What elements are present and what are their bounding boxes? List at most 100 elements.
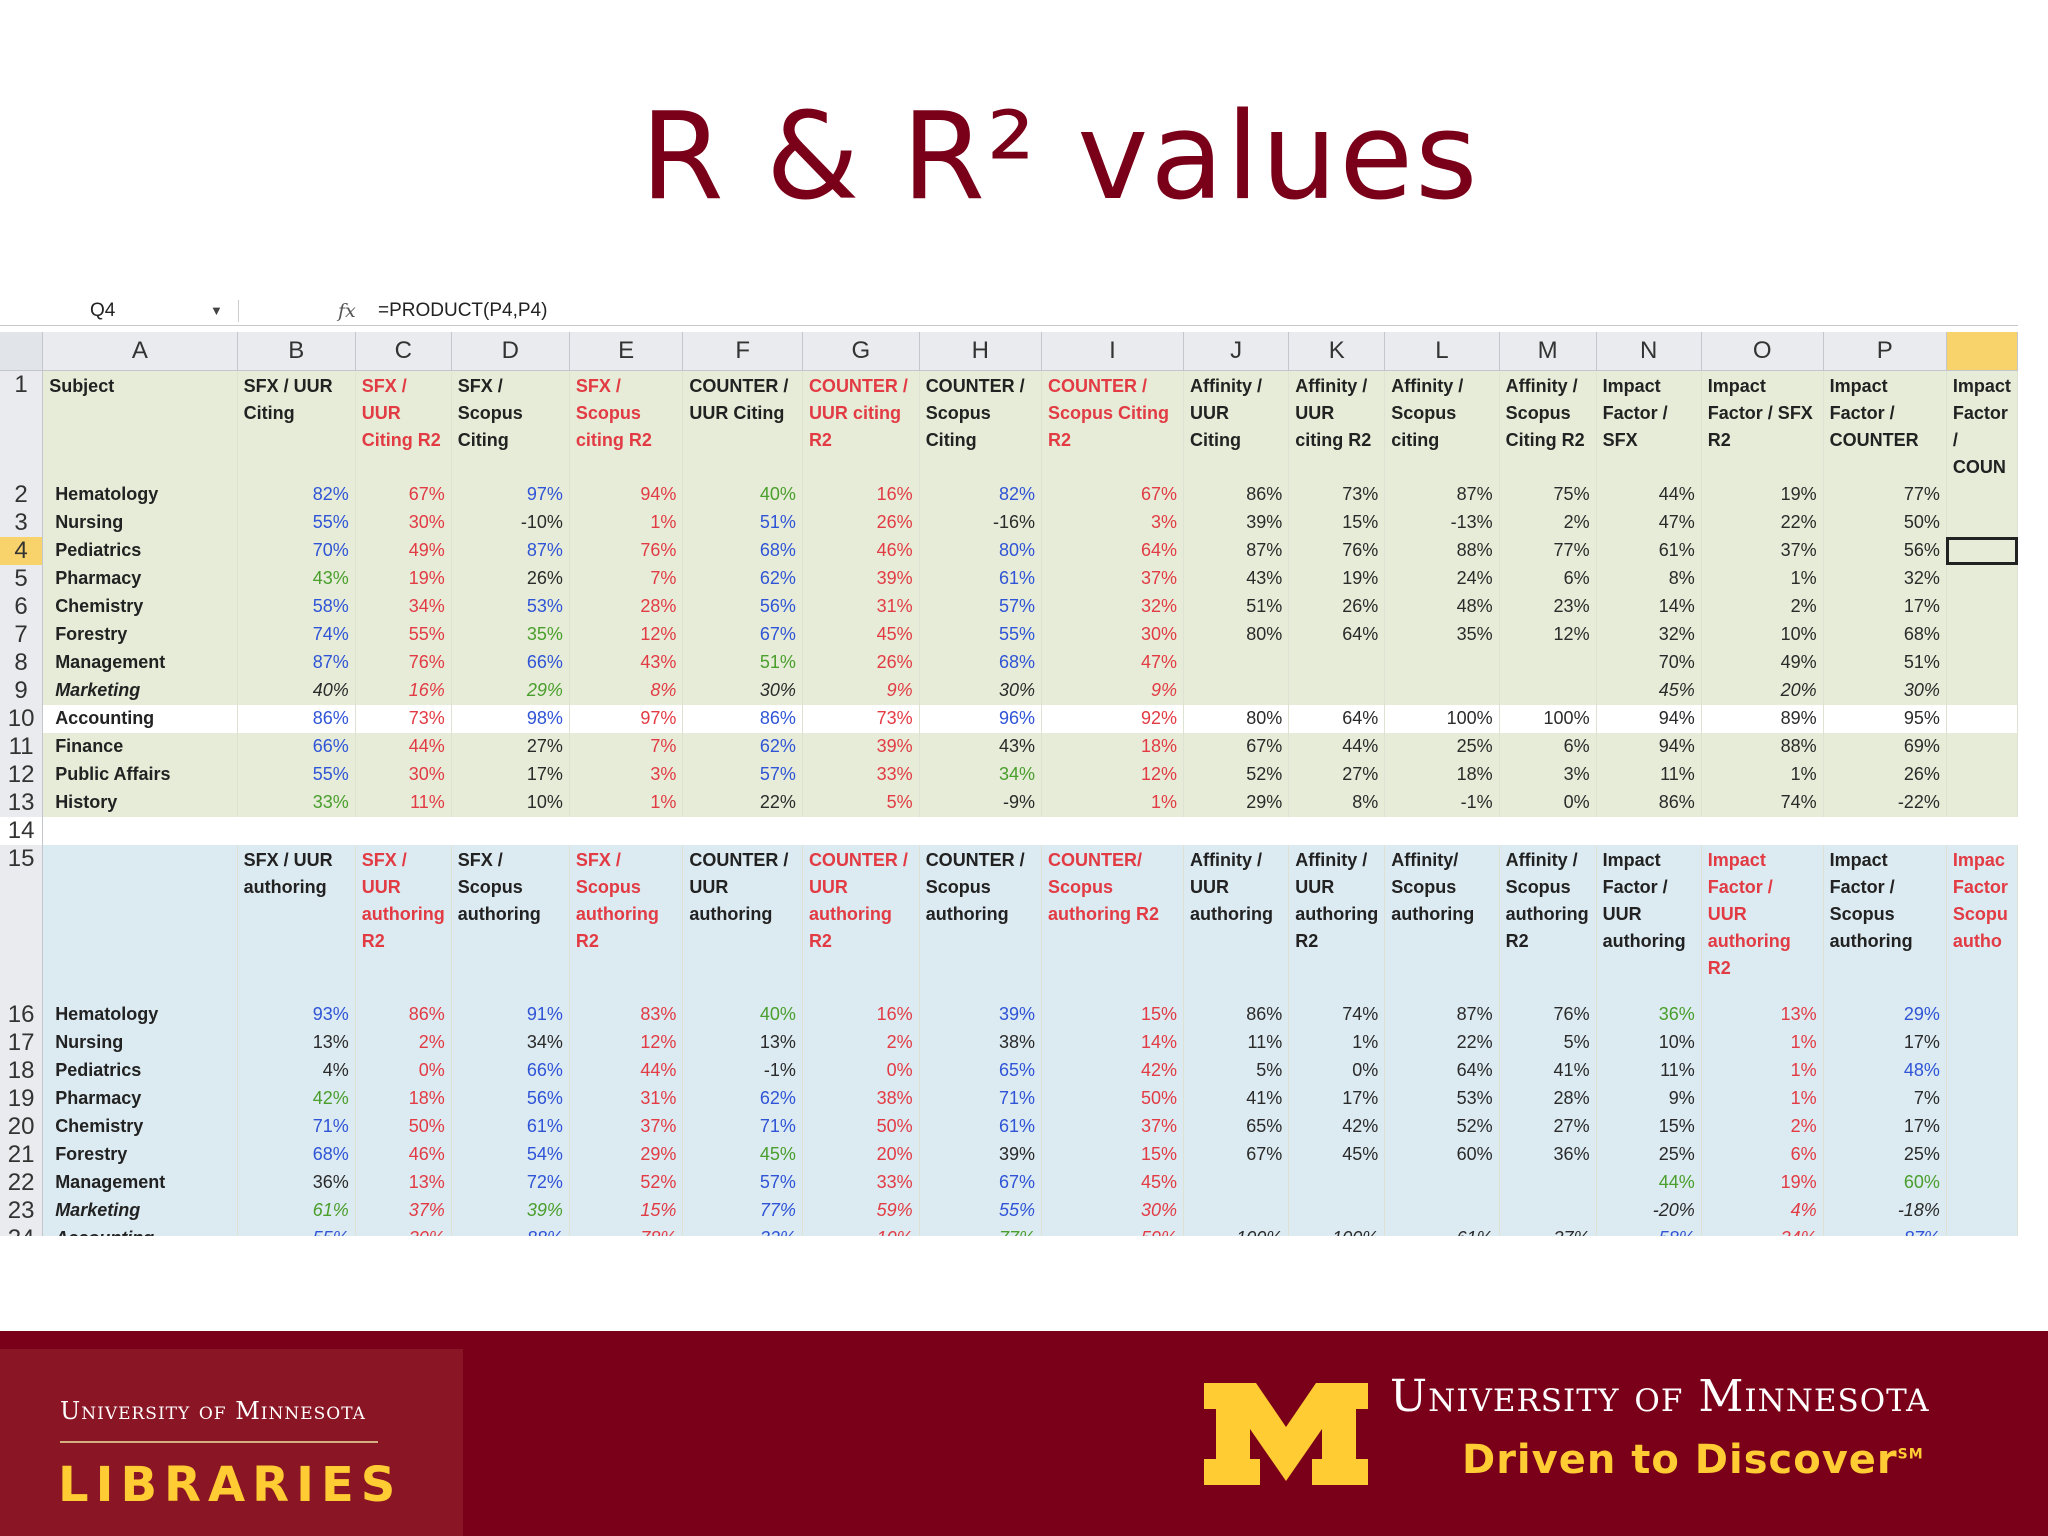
value-cell[interactable]: 30%	[1823, 676, 1947, 705]
subject-cell[interactable]: Accounting	[42, 1224, 238, 1236]
value-cell[interactable]: 0%	[1288, 1056, 1386, 1085]
column-heading-cell[interactable]: SFX / Scopus authoring R2	[569, 844, 684, 1001]
value-cell[interactable]: 28%	[569, 592, 684, 621]
value-cell[interactable]: 92%	[1041, 704, 1185, 733]
empty-cell[interactable]	[1823, 816, 1947, 845]
column-heading-cell[interactable]: Impac Factor Scopu autho	[1946, 844, 2018, 1001]
value-cell[interactable]: 91%	[451, 1000, 570, 1029]
value-cell[interactable]: 0%	[1499, 788, 1597, 817]
value-cell[interactable]: 1%	[1288, 1028, 1386, 1057]
value-cell[interactable]	[1384, 648, 1500, 677]
value-cell[interactable]: 37%	[1041, 564, 1185, 593]
name-box[interactable]: Q4	[90, 300, 116, 321]
row-number[interactable]: 8	[0, 648, 44, 677]
empty-cell[interactable]	[1288, 816, 1385, 845]
row-number[interactable]: 2	[0, 480, 44, 509]
value-cell[interactable]: 20%	[802, 1140, 920, 1169]
value-cell[interactable]: 47%	[1041, 648, 1185, 677]
value-cell[interactable]: 13%	[1701, 1000, 1824, 1029]
value-cell[interactable]	[1384, 676, 1500, 705]
value-cell[interactable]: 89%	[1701, 704, 1824, 733]
empty-cell[interactable]	[1701, 816, 1824, 845]
value-cell[interactable]: 11%	[355, 788, 452, 817]
value-cell[interactable]: 10%	[802, 1224, 920, 1236]
row-number[interactable]: 21	[0, 1140, 44, 1169]
column-heading-cell[interactable]: Impact Factor / Scopus authoring	[1823, 844, 1947, 1001]
value-cell[interactable]: 50%	[355, 1112, 452, 1141]
value-cell[interactable]: 1%	[569, 788, 684, 817]
value-cell[interactable]: 15%	[1041, 1000, 1185, 1029]
value-cell[interactable]: 42%	[237, 1084, 356, 1113]
value-cell[interactable]: 46%	[802, 536, 920, 565]
value-cell[interactable]: 20%	[1701, 676, 1824, 705]
row-number[interactable]: 14	[0, 816, 44, 845]
subject-cell[interactable]: Chemistry	[42, 592, 238, 621]
value-cell[interactable]: 66%	[237, 732, 356, 761]
value-cell[interactable]: 87%	[1183, 536, 1290, 565]
value-cell[interactable]: 53%	[1384, 1084, 1500, 1113]
value-cell[interactable]: 39%	[919, 1140, 1042, 1169]
value-cell[interactable]: 27%	[1288, 760, 1386, 789]
column-heading-cell[interactable]: SFX / Scopus citing R2	[569, 370, 684, 481]
value-cell[interactable]: 47%	[1596, 508, 1702, 537]
value-cell[interactable]: 9%	[1596, 1084, 1702, 1113]
value-cell[interactable]: -20%	[1596, 1196, 1702, 1225]
value-cell[interactable]: 64%	[1041, 536, 1185, 565]
value-cell[interactable]: 88%	[1701, 732, 1824, 761]
value-cell[interactable]: 1%	[1701, 1028, 1824, 1057]
value-cell[interactable]: 16%	[802, 480, 920, 509]
value-cell[interactable]: 6%	[1499, 732, 1597, 761]
value-cell[interactable]: -10%	[451, 508, 570, 537]
column-heading-cell[interactable]: SFX / Scopus authoring	[451, 844, 570, 1001]
value-cell[interactable]: 72%	[451, 1168, 570, 1197]
value-cell[interactable]: 48%	[1384, 592, 1500, 621]
chevron-down-icon[interactable]: ▼	[210, 303, 223, 318]
value-cell[interactable]: 98%	[451, 704, 570, 733]
value-cell[interactable]: 17%	[451, 760, 570, 789]
empty-cell[interactable]	[1946, 1168, 2018, 1197]
value-cell[interactable]: 36%	[1499, 1140, 1597, 1169]
value-cell[interactable]: 17%	[1823, 1112, 1947, 1141]
value-cell[interactable]: 17%	[1823, 1028, 1947, 1057]
value-cell[interactable]: 45%	[1041, 1168, 1185, 1197]
value-cell[interactable]: 62%	[682, 732, 803, 761]
value-cell[interactable]: 96%	[919, 704, 1042, 733]
value-cell[interactable]: 74%	[1288, 1000, 1386, 1029]
column-heading-cell[interactable]: Impact Factor / SFX	[1596, 370, 1702, 481]
empty-cell[interactable]	[1946, 648, 2018, 677]
value-cell[interactable]: 69%	[1823, 732, 1947, 761]
value-cell[interactable]: 44%	[569, 1056, 684, 1085]
value-cell[interactable]: 57%	[682, 760, 803, 789]
value-cell[interactable]: 86%	[237, 704, 356, 733]
value-cell[interactable]: 53%	[451, 592, 570, 621]
row-number[interactable]: 3	[0, 508, 44, 537]
value-cell[interactable]: 39%	[451, 1196, 570, 1225]
value-cell[interactable]: 24%	[1384, 564, 1500, 593]
value-cell[interactable]: 39%	[919, 1000, 1042, 1029]
column-header[interactable]: C	[355, 332, 452, 371]
value-cell[interactable]: 76%	[1288, 536, 1386, 565]
value-cell[interactable]: 39%	[802, 732, 920, 761]
empty-cell[interactable]	[1946, 508, 2018, 537]
column-header[interactable]: M	[1499, 332, 1597, 371]
empty-cell[interactable]	[1499, 816, 1597, 845]
value-cell[interactable]: 43%	[919, 732, 1042, 761]
column-heading-cell[interactable]	[42, 844, 238, 1001]
row-number[interactable]: 11	[0, 732, 44, 761]
value-cell[interactable]: 36%	[1596, 1000, 1702, 1029]
value-cell[interactable]: -1%	[1384, 788, 1500, 817]
empty-cell[interactable]	[1946, 564, 2018, 593]
row-number[interactable]: 16	[0, 1000, 44, 1029]
value-cell[interactable]: 65%	[919, 1056, 1042, 1085]
value-cell[interactable]: 88%	[1384, 536, 1500, 565]
value-cell[interactable]: 60%	[1823, 1168, 1947, 1197]
value-cell[interactable]: 33%	[802, 1168, 920, 1197]
value-cell[interactable]: 40%	[682, 480, 803, 509]
row-number[interactable]: 23	[0, 1196, 44, 1225]
value-cell[interactable]: 37%	[1041, 1112, 1185, 1141]
value-cell[interactable]: 58%	[237, 592, 356, 621]
row-number[interactable]: 7	[0, 620, 44, 649]
column-header[interactable]: H	[919, 332, 1042, 371]
column-heading-cell[interactable]: Impact Factor / UUR authoring R2	[1701, 844, 1824, 1001]
function-icon[interactable]: fx	[338, 300, 356, 322]
